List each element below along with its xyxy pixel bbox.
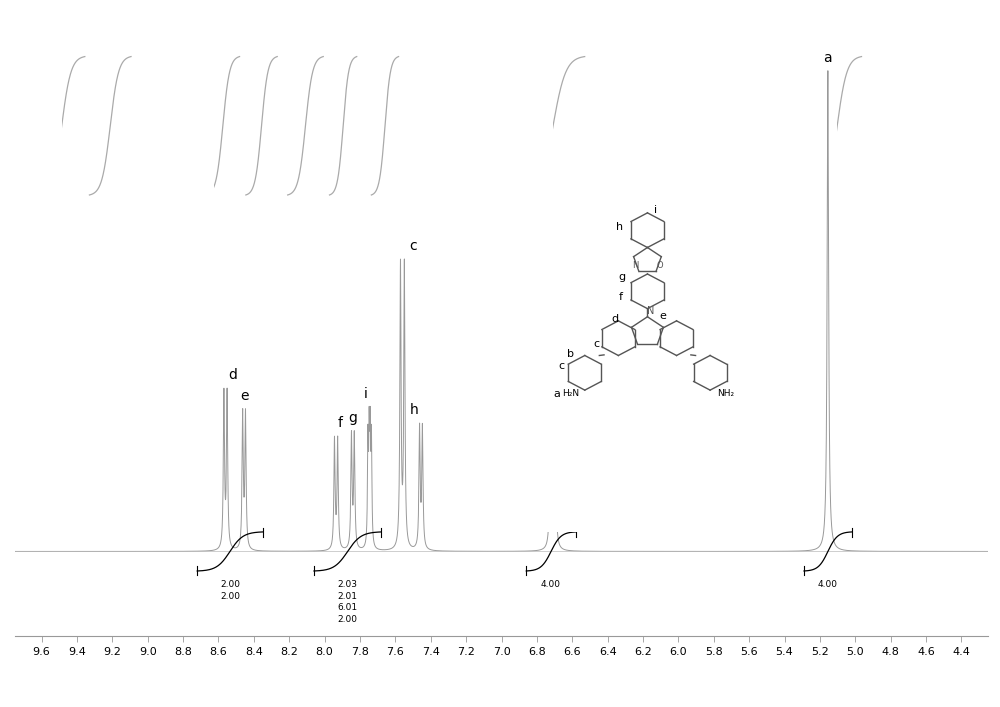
Text: d: d <box>228 368 237 382</box>
Text: h: h <box>410 404 418 417</box>
Text: g: g <box>348 411 357 425</box>
Text: c: c <box>409 239 417 253</box>
Text: a: a <box>824 51 832 65</box>
Text: i: i <box>364 387 368 401</box>
Text: 2.00
2.00: 2.00 2.00 <box>220 580 240 600</box>
Text: 4.00: 4.00 <box>818 580 838 589</box>
Text: b: b <box>555 292 564 306</box>
Text: 4.00: 4.00 <box>541 580 561 589</box>
Text: f: f <box>337 416 342 431</box>
Text: 2.03
2.01
6.01
2.00: 2.03 2.01 6.01 2.00 <box>338 580 358 624</box>
Text: e: e <box>240 389 248 403</box>
